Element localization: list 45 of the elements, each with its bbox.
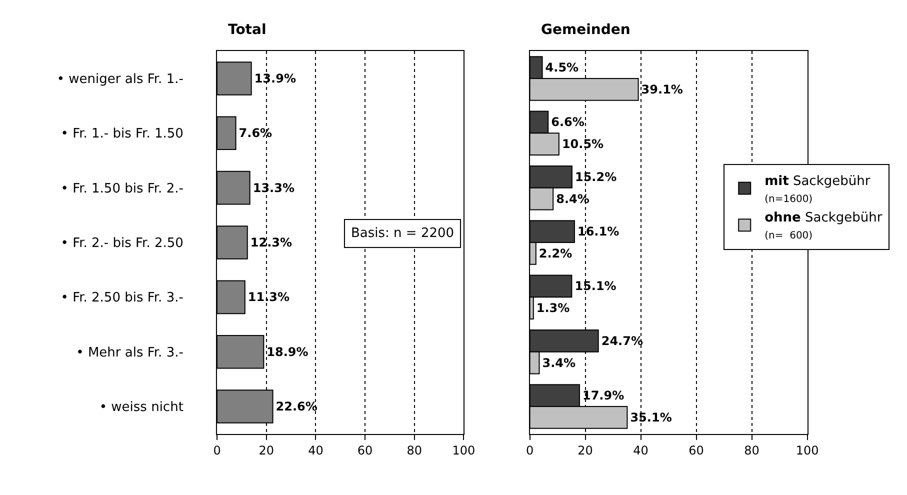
data-label: 13.9% xyxy=(254,71,296,86)
y-tick-label: • Fr. 2.- bis Fr. 2.50 xyxy=(60,236,184,252)
annotation: Basis: n = 2200 xyxy=(351,226,454,241)
data-label: 7.6% xyxy=(238,126,272,140)
x-tick-label: 20 xyxy=(258,443,274,458)
data-label: 2.2% xyxy=(538,246,572,260)
data-label: 18.9% xyxy=(266,344,308,359)
x-tick-label: 0 xyxy=(213,443,221,458)
data-label: 15.1% xyxy=(574,279,616,294)
data-label: 16.1% xyxy=(577,224,620,239)
data-label: 1.3% xyxy=(536,301,570,316)
chart-title: Gemeinden xyxy=(541,22,630,38)
data-label: 35.1% xyxy=(630,410,672,424)
legend-label: ohne Sackgebühr (n= 600) xyxy=(764,210,883,242)
y-tick-label: • weiss nicht xyxy=(99,400,184,416)
data-label: 17.9% xyxy=(582,388,624,403)
y-tick-label: • Fr. 1.- bis Fr. 1.50 xyxy=(60,126,184,142)
data-label: 39.1% xyxy=(641,82,683,96)
x-tick-label: 40 xyxy=(633,443,648,458)
x-tick-label: 20 xyxy=(578,443,593,458)
data-label: 6.6% xyxy=(551,115,584,130)
x-tick-label: 0 xyxy=(526,443,534,458)
x-tick-label: 60 xyxy=(688,443,704,458)
y-tick-label: • weniger als Fr. 1.- xyxy=(56,72,184,88)
x-tick-label: 80 xyxy=(744,443,760,458)
chart-title: Total xyxy=(228,22,266,38)
y-tick-label: • Mehr als Fr. 3.- xyxy=(76,345,184,360)
data-label: 15.2% xyxy=(574,170,617,184)
data-label: 12.3% xyxy=(250,236,292,250)
y-tick-label: • Fr. 2.50 bis Fr. 3.- xyxy=(60,290,184,306)
x-tick-label: 100 xyxy=(796,443,819,458)
data-label: 10.5% xyxy=(562,137,604,152)
data-label: 4.5% xyxy=(545,60,579,75)
data-label: 11.3% xyxy=(248,290,290,304)
y-tick-label: • Fr. 1.50 bis Fr. 2.- xyxy=(60,181,184,196)
x-tick-label: 40 xyxy=(308,443,324,458)
data-label: 22.6% xyxy=(276,400,318,414)
legend-label: mit Sackgebühr (n=1600) xyxy=(764,174,871,205)
data-label: 24.7% xyxy=(601,334,643,348)
data-label: 8.4% xyxy=(556,192,590,206)
data-label: 3.4% xyxy=(542,356,576,370)
data-label: 13.3% xyxy=(252,180,294,195)
x-tick-label: 80 xyxy=(406,443,422,458)
x-tick-label: 60 xyxy=(357,443,373,458)
x-tick-label: 100 xyxy=(452,443,476,458)
